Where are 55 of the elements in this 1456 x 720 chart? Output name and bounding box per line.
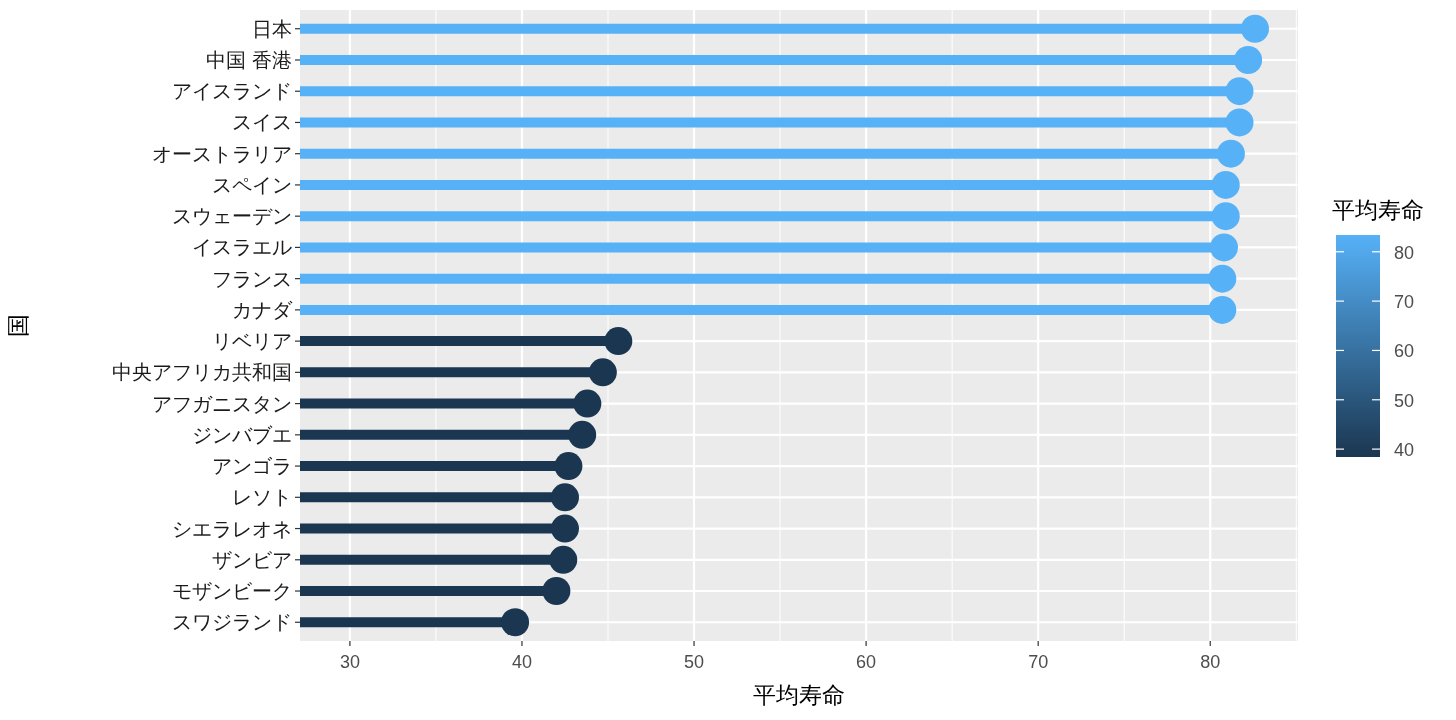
point — [550, 483, 579, 512]
x-tick-label: 80 — [1200, 652, 1221, 672]
color-bar-label: 70 — [1394, 292, 1415, 313]
y-tick-label: カナダ — [232, 298, 293, 321]
point — [1216, 139, 1245, 168]
x-tick-label: 70 — [1028, 652, 1049, 672]
point — [1210, 233, 1239, 262]
point — [549, 545, 578, 574]
color-bar-label: 60 — [1394, 341, 1415, 362]
point — [1234, 45, 1263, 74]
point — [1225, 77, 1254, 106]
y-tick-label: シエラレオネ — [172, 517, 292, 540]
y-tick-label: ザンビア — [212, 548, 292, 571]
point — [550, 514, 579, 543]
point — [1211, 202, 1240, 231]
y-tick-label: フランス — [212, 267, 292, 290]
x-tick-label: 50 — [684, 652, 705, 672]
point — [1225, 108, 1254, 137]
point — [573, 389, 602, 418]
point — [554, 452, 583, 481]
point — [1240, 14, 1269, 43]
point — [588, 358, 617, 387]
x-tick-label: 60 — [856, 652, 877, 672]
x-axis-title: 平均寿命 — [753, 682, 845, 708]
y-tick-label: アンゴラ — [212, 455, 292, 478]
y-tick-label: オーストラリア — [152, 142, 292, 165]
point — [1208, 295, 1237, 324]
y-tick-label: 日本 — [252, 17, 292, 40]
point — [1208, 264, 1237, 293]
color-bar-title: 平均寿命 — [1332, 197, 1424, 223]
color-bar-label: 40 — [1394, 440, 1415, 461]
y-tick-label: スペイン — [212, 173, 292, 196]
y-tick-label: アイスランド — [172, 80, 292, 103]
y-tick-label: アフガニスタン — [152, 392, 292, 415]
color-bar-label: 50 — [1394, 390, 1415, 411]
y-tick-label: 中国 香港 — [206, 48, 292, 71]
y-tick-label: 中央アフリカ共和国 — [112, 361, 292, 384]
y-tick-label: リベリア — [212, 330, 292, 353]
x-tick-label: 40 — [511, 652, 532, 672]
y-tick-label: レソト — [232, 486, 292, 509]
y-tick-label: スウェーデン — [172, 205, 292, 228]
y-axis-title: 国 — [5, 314, 31, 337]
point — [501, 608, 530, 637]
x-tick-label: 30 — [339, 652, 360, 672]
y-tick-label: イスラエル — [192, 236, 292, 259]
y-tick-label: スワジランド — [172, 611, 292, 634]
y-tick-label: モザンビーク — [172, 580, 292, 603]
colorbar: 平均寿命 40 50 60 70 80 — [1332, 197, 1424, 461]
point — [568, 420, 597, 449]
y-tick-label: ジンバブエ — [192, 423, 292, 446]
color-bar-label: 80 — [1394, 242, 1415, 263]
point — [604, 327, 633, 356]
point — [1211, 170, 1240, 199]
point — [542, 577, 571, 606]
y-tick-label: スイス — [232, 111, 292, 134]
